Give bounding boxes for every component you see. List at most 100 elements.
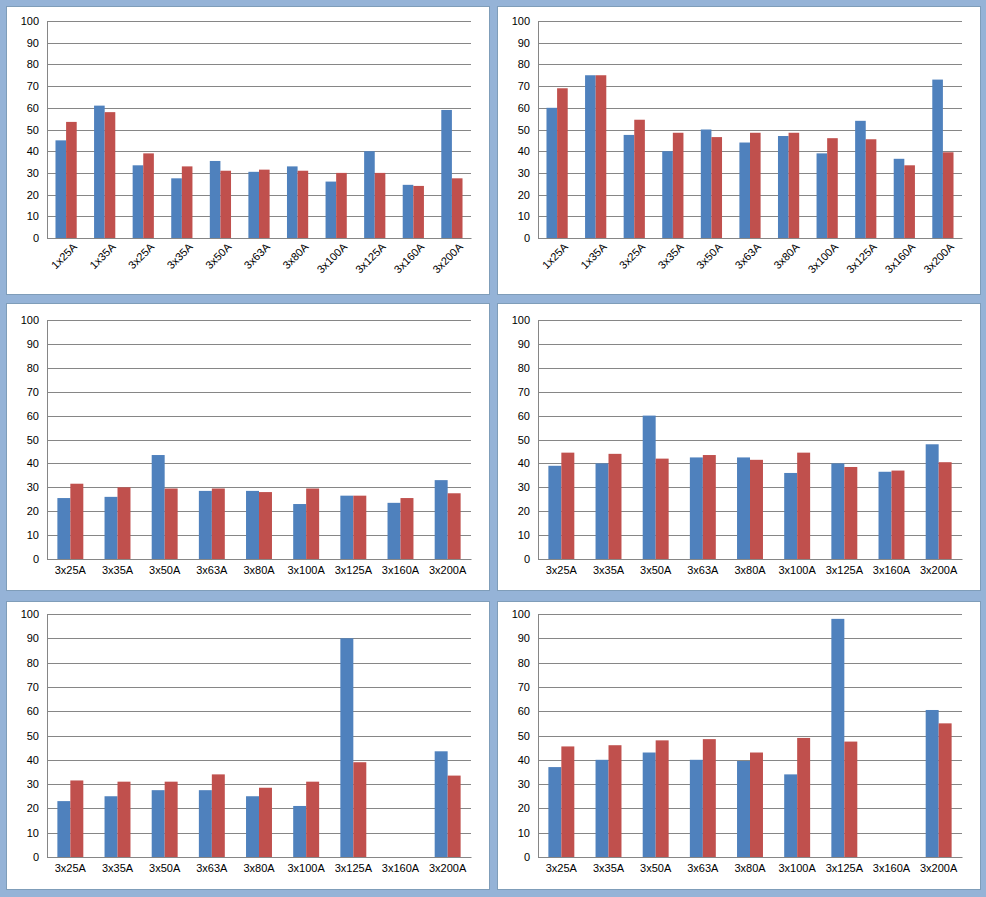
x-tick-label: 3x200A: [920, 564, 958, 576]
y-tick: 70: [27, 386, 47, 398]
bar: [259, 788, 272, 857]
y-tick-label: 60: [518, 410, 530, 422]
bar: [94, 106, 105, 238]
y-tick: 70: [27, 681, 47, 693]
grid-line: [47, 368, 471, 369]
x-tick: 3x100A: [288, 857, 326, 874]
y-tick-label: 10: [27, 827, 39, 839]
y-axis-line: [538, 321, 539, 560]
x-tick: 3x125A: [844, 238, 879, 275]
x-tick: 3x63A: [196, 857, 228, 874]
x-tick: 3x160A: [382, 559, 420, 576]
x-tick: 3x100A: [779, 559, 817, 576]
grid-line: [47, 559, 471, 560]
grid-line: [538, 416, 962, 417]
x-tick-label: 3x100A: [779, 564, 817, 576]
bar: [248, 172, 259, 238]
grid-line: [47, 320, 471, 321]
plot-area: 01020304050607080901003x25A3x35A3x50A3x6…: [21, 314, 472, 576]
y-tick-label: 70: [27, 386, 39, 398]
grid-line: [538, 687, 962, 688]
grid-line: [538, 638, 962, 639]
bar: [656, 459, 669, 559]
y-tick: 90: [518, 37, 538, 49]
grid-line: [538, 711, 962, 712]
x-tick: 3x50A: [149, 559, 181, 576]
y-tick: 0: [33, 232, 47, 244]
grid-line: [47, 784, 471, 785]
bar: [750, 133, 761, 238]
x-axis-line: [539, 559, 963, 560]
bar: [891, 471, 904, 559]
bar: [827, 138, 838, 238]
y-tick-label: 10: [518, 210, 530, 222]
y-tick: 40: [518, 145, 538, 157]
x-tick-label: 3x25A: [55, 862, 87, 874]
y-tick: 50: [518, 730, 538, 742]
x-tick-label: 1x35A: [578, 240, 609, 271]
y-tick: 80: [518, 58, 538, 70]
x-tick: 1x35A: [578, 238, 609, 271]
x-tick: 3x35A: [164, 238, 195, 271]
grid-line: [47, 857, 471, 858]
x-tick-label: 3x25A: [126, 240, 157, 271]
x-tick: 1x25A: [49, 238, 80, 271]
x-tick-label: 3x63A: [242, 240, 273, 271]
panel-background: [7, 304, 490, 591]
bar: [855, 121, 866, 238]
y-tick-label: 10: [27, 529, 39, 541]
bar: [66, 122, 77, 238]
x-tick-label: 3x63A: [196, 564, 228, 576]
bar: [165, 488, 178, 559]
plot-area: 01020304050607080901003x25A3x35A3x50A3x6…: [512, 314, 963, 576]
x-tick: 3x80A: [734, 559, 766, 576]
y-tick-label: 40: [518, 145, 530, 157]
x-tick-label: 3x100A: [288, 862, 326, 874]
y-tick: 80: [27, 58, 47, 70]
x-tick-label: 3x200A: [921, 240, 956, 275]
bar: [789, 133, 800, 238]
bar: [643, 416, 656, 559]
x-tick: 3x80A: [280, 238, 311, 271]
y-tick: 10: [518, 827, 538, 839]
y-tick-label: 0: [33, 553, 39, 565]
x-axis-line: [539, 857, 963, 858]
x-tick-label: 3x50A: [203, 240, 234, 271]
bar: [831, 463, 844, 559]
y-tick-label: 0: [524, 553, 530, 565]
bar: [943, 152, 954, 238]
bar: [171, 178, 182, 238]
grid-line: [47, 614, 471, 615]
x-tick-label: 1x35A: [87, 240, 118, 271]
y-tick-label: 90: [518, 37, 530, 49]
x-tick-label: 3x125A: [844, 240, 879, 275]
x-tick: 3x50A: [203, 238, 234, 271]
y-tick-label: 70: [27, 681, 39, 693]
y-tick-label: 40: [27, 754, 39, 766]
bar: [737, 761, 750, 857]
y-axis-line: [47, 22, 48, 239]
y-tick: 60: [27, 102, 47, 114]
bars: [546, 75, 953, 238]
bar: [259, 492, 272, 559]
x-tick: 1x35A: [87, 238, 118, 271]
x-tick: 3x80A: [734, 857, 766, 874]
y-tick: 50: [518, 434, 538, 446]
y-tick-label: 50: [27, 124, 39, 136]
bar: [926, 710, 939, 857]
grid-line: [538, 238, 962, 239]
bar: [212, 488, 225, 559]
x-axis: 3x25A3x35A3x50A3x63A3x80A3x100A3x125A3x1…: [539, 559, 963, 576]
chart-panel: 01020304050607080901003x25A3x35A3x50A3x6…: [498, 304, 981, 591]
x-tick-label: 1x25A: [540, 240, 571, 271]
bar: [866, 139, 877, 238]
grid-line: [47, 463, 471, 464]
bar: [831, 619, 844, 857]
y-tick-label: 40: [27, 457, 39, 469]
bar: [441, 110, 452, 238]
y-tick-label: 30: [27, 778, 39, 790]
bar: [634, 120, 645, 238]
x-tick: 3x160A: [883, 238, 918, 275]
grid-line: [47, 760, 471, 761]
bar: [210, 161, 221, 238]
